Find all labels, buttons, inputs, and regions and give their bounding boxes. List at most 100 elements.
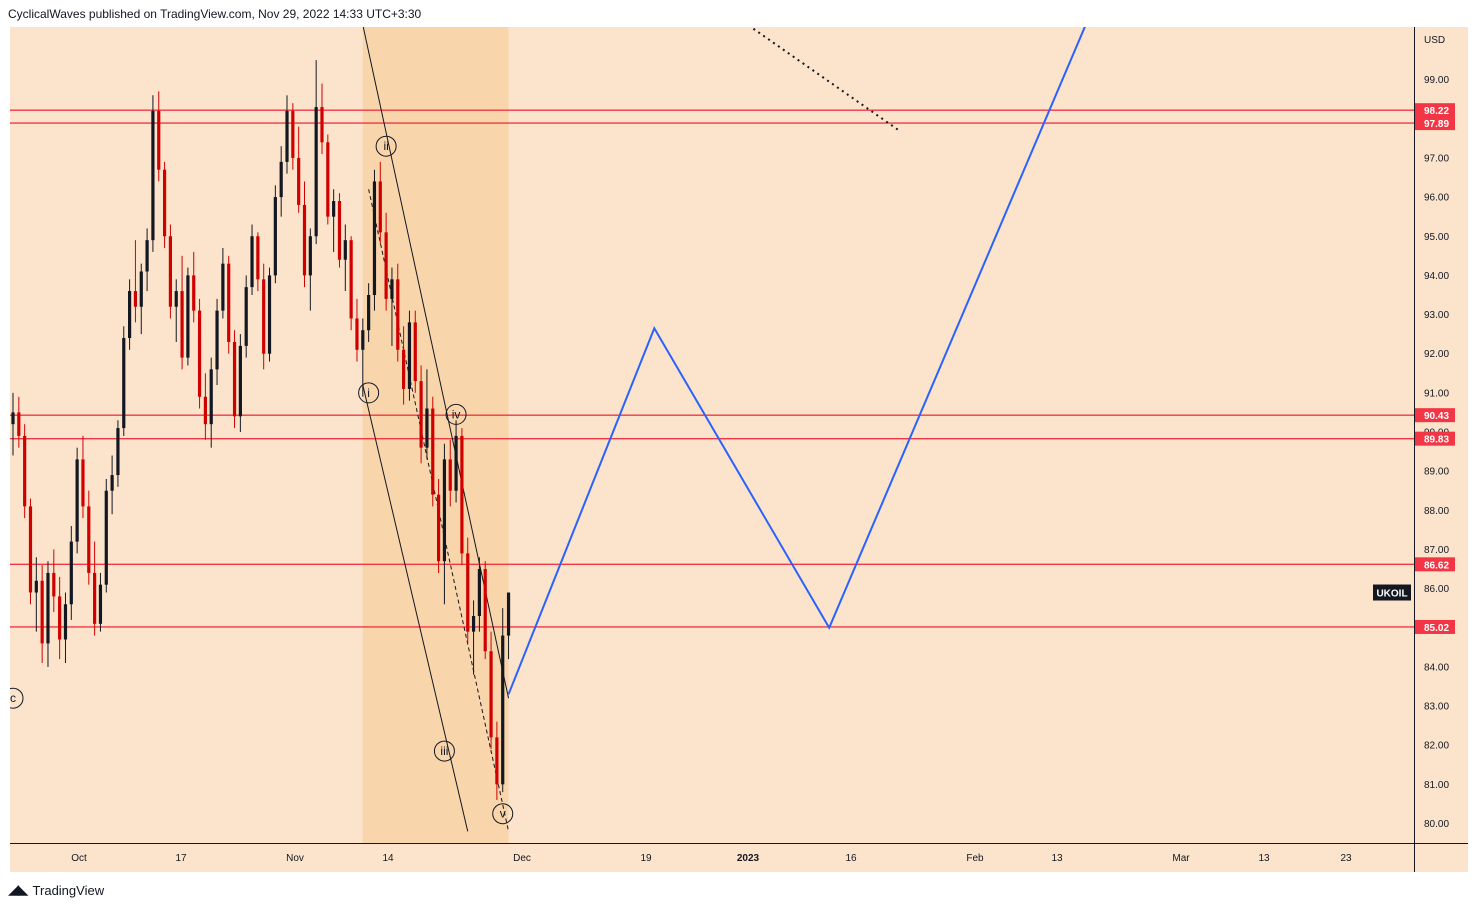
wave-label-c: c (10, 687, 24, 709)
candle-body (501, 635, 505, 785)
candle-body (262, 279, 266, 354)
candle-body (40, 580, 44, 644)
candle-body (69, 541, 73, 605)
candle (302, 181, 307, 288)
candle-body (279, 161, 283, 198)
candle-body (244, 287, 248, 346)
y-tick-label: 92.00 (1424, 349, 1449, 360)
footer-brand: ◢◣ TradingView (8, 880, 104, 900)
wave-label-text: i (367, 386, 370, 400)
candle-body (151, 110, 155, 241)
candle (425, 369, 429, 460)
tradingview-logo-icon: ◢◣ (8, 882, 29, 898)
candle (133, 240, 138, 323)
candle (372, 169, 377, 311)
y-tick-label: 87.00 (1424, 545, 1449, 556)
candle-body (104, 490, 108, 585)
candle (332, 189, 336, 252)
candle (279, 146, 283, 217)
x-tick-label: 2023 (737, 853, 760, 864)
candle-body (122, 338, 126, 429)
symbol-tag-label: UKOIL (1376, 589, 1407, 600)
wave-label-circle (433, 740, 455, 762)
candle (413, 310, 417, 393)
candle (320, 83, 324, 155)
candle-body (442, 459, 447, 562)
candle (23, 424, 27, 519)
candle-body (349, 240, 353, 319)
candle-body (192, 275, 196, 311)
symbol-tag (1373, 584, 1411, 601)
candle-body (489, 651, 493, 738)
candle-body (145, 240, 149, 272)
candle-body (174, 291, 178, 307)
candle (98, 572, 103, 632)
level-price-tag-4 (1415, 557, 1455, 572)
y-tick-label: 97.00 (1424, 153, 1449, 164)
wave-label-text: ii (383, 139, 388, 153)
candle-body (250, 236, 254, 288)
candle-body (477, 569, 481, 617)
candle (40, 565, 44, 663)
candle (145, 228, 149, 292)
candle-body (227, 263, 231, 342)
candle-body (431, 408, 435, 495)
level-price-tag-label-1: 97.89 (1424, 119, 1449, 130)
candle (454, 420, 458, 503)
candle-body (343, 240, 347, 260)
y-tick-label: 96.00 (1424, 193, 1449, 204)
candle (238, 334, 242, 432)
candle (244, 275, 248, 358)
candle-body (110, 475, 114, 491)
candle (34, 557, 38, 632)
x-tick-label: 14 (382, 853, 394, 864)
candle (197, 298, 202, 409)
level-price-tag-label-5: 85.02 (1424, 623, 1449, 634)
candle-body (63, 604, 68, 640)
candle-body (460, 435, 464, 554)
candle (256, 232, 260, 292)
x-tick-label: Oct (71, 853, 87, 864)
wave-label-text: v (500, 807, 506, 821)
candle (186, 267, 190, 366)
candle (273, 185, 277, 284)
candle (157, 91, 161, 182)
wave-label-text: iii (440, 744, 448, 758)
x-tick-label: Mar (1172, 853, 1190, 864)
candle-body (133, 291, 138, 307)
x-tick-label: Nov (286, 853, 304, 864)
candle (390, 267, 394, 346)
candle (93, 541, 97, 636)
candle (291, 103, 295, 170)
candle-body (209, 369, 213, 425)
candle (297, 126, 301, 213)
y-tick-label: 91.00 (1424, 388, 1449, 399)
candle-body (186, 275, 190, 358)
level-price-tag-3 (1415, 431, 1455, 446)
candle (326, 134, 330, 225)
candle (63, 592, 68, 663)
x-tick-label: 19 (640, 853, 652, 864)
candle (28, 498, 33, 605)
y-tick-label: 94.00 (1424, 271, 1449, 282)
x-tick-label: Feb (966, 853, 984, 864)
y-tick-label: 88.00 (1424, 506, 1449, 517)
candle (104, 478, 108, 593)
candle-body (407, 322, 412, 389)
candle (448, 439, 452, 507)
footer-brand-label: TradingView (32, 882, 105, 898)
candle (46, 561, 50, 667)
candle (436, 478, 441, 573)
projection-path (507, 27, 1086, 695)
candle (116, 420, 120, 487)
candle-body (506, 592, 511, 636)
candle (349, 236, 353, 331)
candle (471, 600, 476, 675)
candle (501, 608, 505, 793)
channel-lower-line (362, 384, 469, 832)
candle-body (256, 236, 260, 280)
wave-label-circle (358, 382, 380, 404)
candle (402, 326, 406, 405)
